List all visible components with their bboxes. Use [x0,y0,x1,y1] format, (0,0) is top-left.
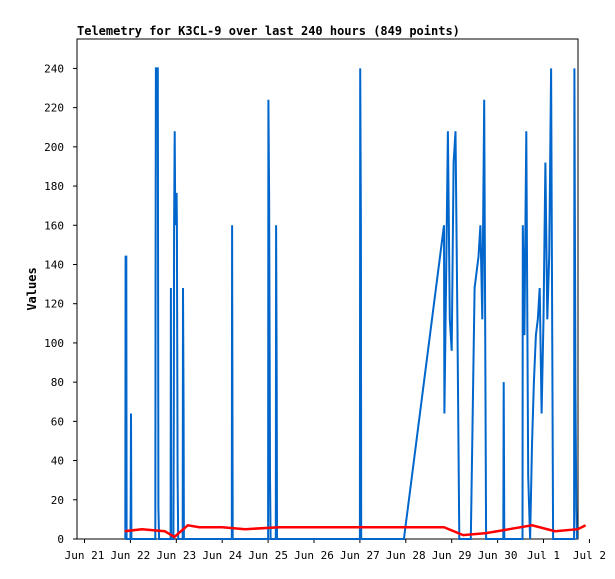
x-tick-label: Jul 2 [573,549,606,562]
y-tick-label: 220 [44,102,64,115]
y-tick-label: 60 [51,415,64,428]
y-tick-label: 140 [44,258,64,271]
y-tick-label: 160 [44,219,64,232]
x-tick-label: Jun 24 [202,549,242,562]
y-tick-label: 200 [44,141,64,154]
x-tick-label: Jul 1 [527,549,560,562]
x-tick-label: Jun 30 [478,549,518,562]
x-tick-label: Jun 25 [248,549,288,562]
y-tick-label: 0 [57,533,64,546]
y-tick-label: 20 [51,494,64,507]
x-tick-label: Jun 23 [156,549,196,562]
series-red-line [124,523,587,539]
y-tick-label: 120 [44,298,64,311]
y-tick-label: 240 [44,62,64,75]
y-tick-label: 40 [51,455,64,468]
x-tick-label: Jun 29 [432,549,472,562]
y-tick-label: 100 [44,337,64,350]
y-tick-label: 180 [44,180,64,193]
y-axis-label: Values [25,267,39,310]
x-tick-label: Jun 21 [65,549,105,562]
x-tick-label: Jun 27 [340,549,380,562]
x-tick-label: Jun 28 [386,549,426,562]
x-tick-label: Jun 22 [111,549,151,562]
x-axis: Jun 21 Jun 22 Jun 23 Jun 24 Jun 25 Jun 26 Jun … [65,539,606,562]
y-tick-label: 80 [51,376,64,389]
series-blue-line [124,67,578,540]
chart-title: Telemetry for K3CL-9 over last 240 hours… [77,24,460,38]
y-axis: 0 20 40 60 80 100 120 140 160 180 200 220 240 [44,62,77,546]
series-layer [77,67,587,540]
plot-area [76,38,579,540]
x-tick-label: Jun 26 [294,549,334,562]
